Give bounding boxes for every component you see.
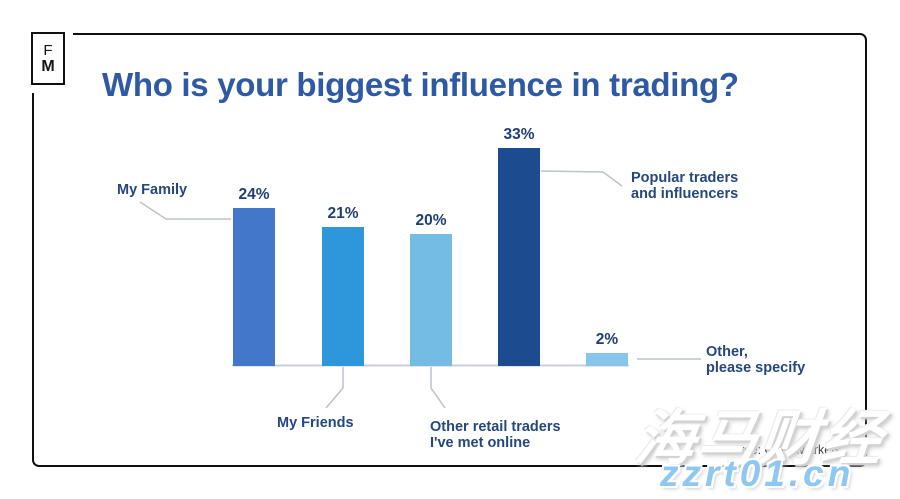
category-label-other-retail-line2: I've met online	[430, 435, 531, 451]
fm-logo-letter-f: F	[43, 41, 53, 59]
bar-my-friends	[322, 227, 364, 366]
bar-other-retail-traders	[410, 234, 452, 366]
bar-my-family	[233, 208, 275, 366]
leader-my-family	[139, 201, 231, 220]
leader-popular-traders	[540, 170, 623, 187]
fm-logo: F M	[31, 32, 65, 85]
category-label-my-friends: My Friends	[277, 415, 354, 431]
bar-value-label-other-specify: 2%	[595, 331, 619, 348]
leader-my-friends	[325, 367, 344, 409]
category-label-other-specify-line1: Other,	[706, 344, 748, 360]
bar-other-specify	[586, 353, 628, 366]
fm-logo-letter-m: M	[41, 57, 55, 75]
chart-title: Who is your biggest influence in trading…	[102, 66, 739, 103]
watermark-domain-text: zzrt01.cn	[660, 453, 855, 494]
bar-value-label-popular: 33%	[503, 126, 535, 143]
category-label-other-specify: Other, please specify	[706, 344, 805, 376]
category-label-my-family: My Family	[117, 182, 188, 198]
bar-value-label-my-friends: 21%	[327, 205, 359, 222]
bar-value-label-my-family: 24%	[238, 186, 270, 203]
category-label-other-retail-line1: Other retail traders	[430, 419, 561, 435]
category-label-popular-line2: and influencers	[631, 186, 739, 202]
category-label-other-retail: Other retail traders I've met online	[430, 419, 561, 451]
category-label-popular-line1: Popular traders	[631, 170, 739, 186]
source-note: Source: CMC Markets	[718, 443, 841, 457]
category-label-popular-traders: Popular traders and influencers	[631, 170, 738, 202]
bar-popular-traders	[498, 148, 540, 366]
category-label-other-specify-line2: please specify	[706, 360, 806, 376]
leader-other-retail	[430, 367, 446, 409]
bar-value-label-other-retail: 20%	[415, 212, 447, 229]
